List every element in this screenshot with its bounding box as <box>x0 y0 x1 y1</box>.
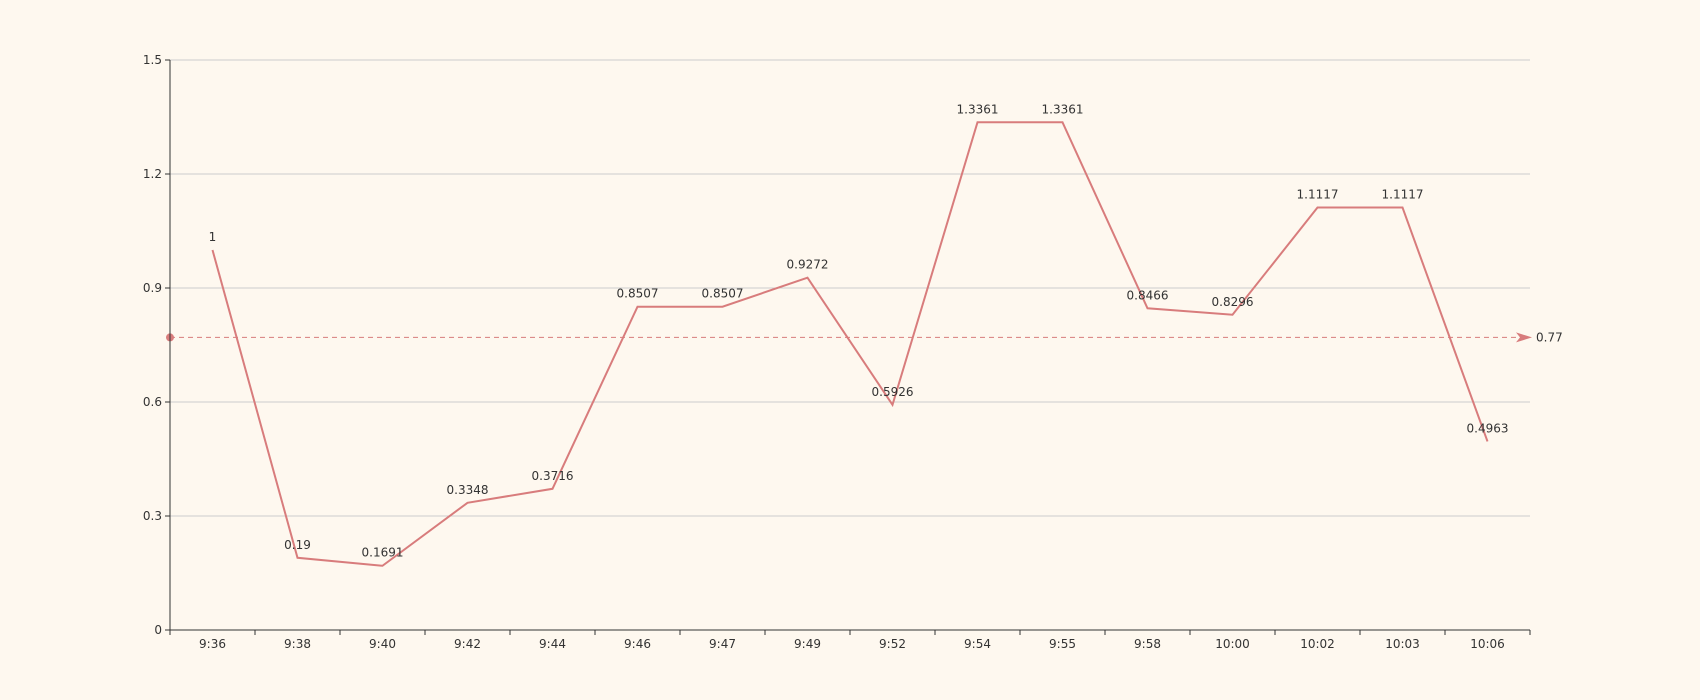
y-axis-tick-labels: 0 0.3 0.6 0.9 1.2 1.5 <box>143 53 162 637</box>
data-label: 0.8507 <box>702 287 744 301</box>
x-tick-label: 9:36 <box>199 637 226 651</box>
series-line-group <box>211 121 1489 567</box>
reference-line-label: 0.77 <box>1536 330 1563 344</box>
data-label: 1.1117 <box>1382 188 1424 202</box>
x-tick-label: 9:44 <box>539 637 566 651</box>
x-tick-label: 10:00 <box>1215 637 1250 651</box>
x-tick-label: 9:42 <box>454 637 481 651</box>
axes <box>169 60 1531 635</box>
data-label: 0.5926 <box>872 385 914 399</box>
x-tick-label: 9:40 <box>369 637 396 651</box>
data-label: 0.4963 <box>1467 421 1509 435</box>
y-tick-label: 1.2 <box>143 167 162 181</box>
x-tick-label: 9:46 <box>624 637 651 651</box>
y-tick-label: 0.3 <box>143 509 162 523</box>
x-tick-label: 9:38 <box>284 637 311 651</box>
data-label: 0.3348 <box>447 483 489 497</box>
series-line <box>211 121 1489 567</box>
y-tick-label: 0.9 <box>143 281 162 295</box>
data-label: 0.8466 <box>1127 288 1169 302</box>
data-label: 0.8507 <box>617 287 659 301</box>
data-labels: 1 0.19 0.1691 0.3348 0.3716 0.8507 0.8507 0.927… <box>209 102 1509 559</box>
data-label: 1.3361 <box>1042 102 1084 116</box>
data-label: 0.3716 <box>532 469 574 483</box>
x-tick-label: 9:55 <box>1049 637 1076 651</box>
grid-lines <box>165 59 1530 631</box>
data-label: 0.9272 <box>787 258 829 272</box>
x-tick-label: 10:02 <box>1300 637 1335 651</box>
data-label: 0.19 <box>284 538 311 552</box>
data-label: 1.3361 <box>957 102 999 116</box>
y-tick-label: 0.6 <box>143 395 162 409</box>
x-axis-tick-labels: 9:36 9:38 9:40 9:42 9:44 9:46 9:47 9:49 9:52 9:54… <box>199 637 1505 651</box>
x-tick-label: 9:49 <box>794 637 821 651</box>
data-label: 0.1691 <box>362 546 404 560</box>
x-tick-label: 10:03 <box>1385 637 1420 651</box>
x-tick-label: 10:06 <box>1470 637 1505 651</box>
x-tick-label: 9:54 <box>964 637 991 651</box>
x-tick-label: 9:47 <box>709 637 736 651</box>
data-label: 1 <box>209 230 217 244</box>
x-tick-label: 9:58 <box>1134 637 1161 651</box>
data-label: 0.8296 <box>1212 295 1254 309</box>
x-tick-label: 9:52 <box>879 637 906 651</box>
reference-line-arrow <box>1516 332 1532 343</box>
y-tick-label: 1.5 <box>143 53 162 67</box>
data-label: 1.1117 <box>1297 188 1339 202</box>
reference-line-group: 0.77 <box>166 330 1563 344</box>
y-tick-label: 0 <box>154 623 162 637</box>
